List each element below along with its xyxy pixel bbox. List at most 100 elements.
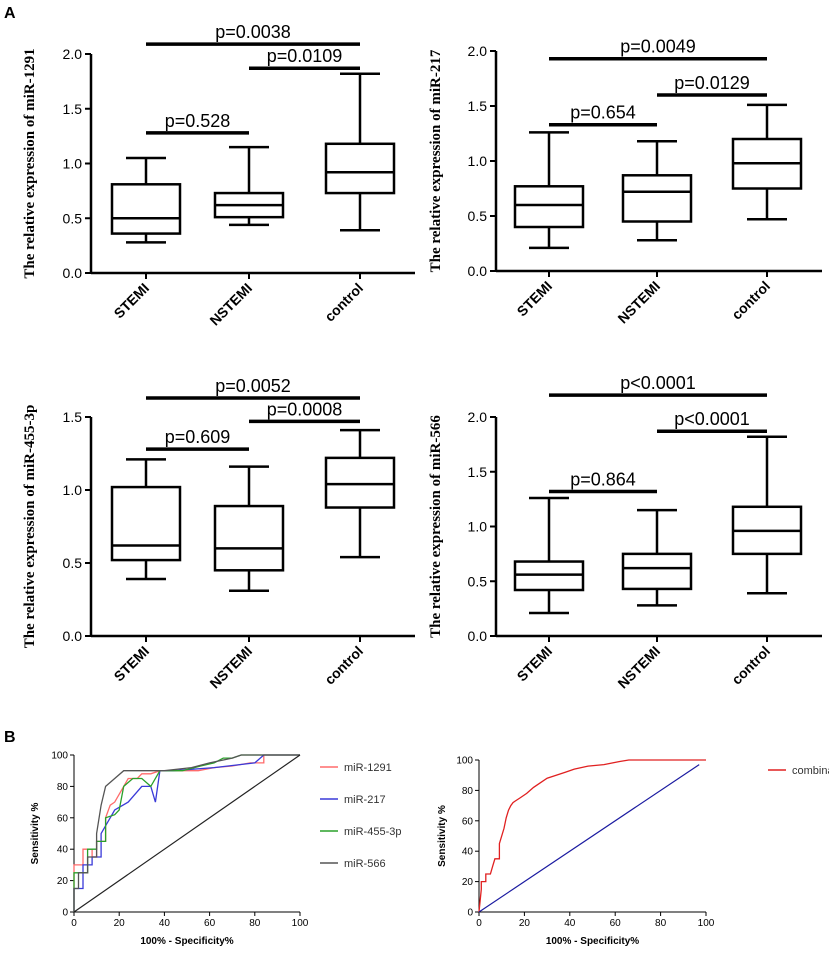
boxplot-panel-4: 0.0 0.5 1.0 1.5 2.0 The relative expression o… bbox=[428, 373, 822, 692]
legend-label: miR-217 bbox=[344, 794, 386, 806]
p-value-label: p=0.528 bbox=[165, 111, 231, 131]
p-value-label: p=0.0052 bbox=[215, 376, 291, 396]
box-control bbox=[731, 435, 803, 595]
x-tick-label: 40 bbox=[564, 918, 576, 929]
y-tick-label: 2.0 bbox=[468, 409, 488, 425]
legend-label: miR-566 bbox=[344, 858, 386, 870]
y-tick-label: 40 bbox=[462, 847, 474, 858]
y-tick-label: 0.5 bbox=[468, 208, 488, 224]
x-tick-label: 100 bbox=[292, 918, 309, 929]
y-tick-label: 80 bbox=[57, 782, 69, 793]
y-tick-label: 0.5 bbox=[63, 555, 83, 571]
y-tick-label: 80 bbox=[462, 786, 474, 797]
y-tick-label: 0.0 bbox=[468, 263, 488, 279]
box-nstemi bbox=[213, 145, 285, 227]
y-tick-label: 0 bbox=[467, 908, 473, 919]
legend-item: combination bbox=[768, 765, 829, 777]
box-iqr bbox=[621, 174, 693, 223]
x-tick-label: 0 bbox=[476, 918, 482, 929]
y-tick-label: 60 bbox=[462, 816, 474, 827]
box-nstemi bbox=[621, 139, 693, 242]
y-tick-label: 100 bbox=[456, 756, 473, 767]
category-label: NSTEMI bbox=[614, 278, 663, 327]
box-control bbox=[324, 428, 396, 559]
p-value-label: p=0.0038 bbox=[215, 22, 291, 42]
p-value-label: p=0.654 bbox=[570, 103, 636, 123]
y-tick-label: 0 bbox=[62, 908, 68, 919]
box-iqr bbox=[324, 456, 396, 509]
box-iqr bbox=[110, 485, 182, 562]
y-tick-label: 20 bbox=[57, 876, 69, 887]
y-tick-label: 1.5 bbox=[468, 464, 488, 480]
category-label: STEMI bbox=[514, 643, 556, 685]
p-value-label: p<0.0001 bbox=[674, 409, 750, 429]
category-label: control bbox=[321, 280, 366, 325]
roc-panel-1: 0 20 40 60 80 100 0 20 40 60 80 100 100% - Specifici… bbox=[30, 751, 401, 948]
legend-label: combination bbox=[792, 765, 829, 777]
roc-curve-reference bbox=[478, 764, 700, 913]
category-label: STEMI bbox=[111, 280, 153, 322]
y-tick-label: 0.0 bbox=[468, 628, 488, 644]
y-axis-label: The relative expression of miR-455-3p bbox=[22, 405, 38, 649]
boxplot-panel-1: 0.0 0.5 1.0 1.5 2.0 The relative expression o… bbox=[22, 22, 415, 329]
category-label: NSTEMI bbox=[614, 643, 663, 692]
y-tick-label: 60 bbox=[57, 813, 69, 824]
y-axis-label: Sensitivity % bbox=[437, 805, 448, 867]
category-label: STEMI bbox=[111, 643, 153, 685]
y-tick-label: 100 bbox=[51, 751, 68, 762]
p-value-label: p<0.0001 bbox=[620, 373, 696, 393]
p-value-label: p=0.0008 bbox=[267, 399, 343, 419]
y-tick-label: 1.0 bbox=[63, 156, 83, 172]
y-tick-label: 1.0 bbox=[468, 153, 488, 169]
y-tick-label: 0.5 bbox=[63, 210, 83, 226]
category-label: NSTEMI bbox=[206, 643, 255, 692]
y-tick-label: 1.5 bbox=[63, 409, 83, 425]
y-axis-label: The relative expression of miR-566 bbox=[428, 415, 444, 638]
box-control bbox=[731, 103, 803, 221]
p-value-label: p=0.0109 bbox=[267, 46, 343, 66]
x-tick-label: 60 bbox=[610, 918, 622, 929]
category-label: NSTEMI bbox=[206, 280, 255, 329]
x-tick-label: 80 bbox=[655, 918, 667, 929]
boxplot-panel-3: 0.0 0.5 1.0 1.5 The relative expression of m… bbox=[22, 376, 415, 692]
panel-label-b: B bbox=[4, 729, 16, 746]
box-nstemi bbox=[213, 465, 285, 592]
y-axis-label: The relative expression of miR-1291 bbox=[22, 48, 38, 278]
box-stemi bbox=[513, 131, 585, 250]
roc-curve-reference bbox=[73, 754, 301, 913]
legend-item: miR-217 bbox=[320, 794, 386, 806]
box-iqr bbox=[213, 504, 285, 572]
box-iqr bbox=[621, 552, 693, 591]
legend-label: miR-1291 bbox=[344, 762, 392, 774]
p-value-label: p=0.864 bbox=[570, 469, 636, 489]
category-label: control bbox=[321, 643, 366, 688]
x-tick-label: 0 bbox=[71, 918, 77, 929]
box-iqr bbox=[110, 183, 182, 235]
box-iqr bbox=[324, 142, 396, 195]
boxplot-panel-2: 0.0 0.5 1.0 1.5 2.0 The relative expression o… bbox=[428, 37, 822, 327]
x-tick-label: 60 bbox=[204, 918, 216, 929]
p-value-label: p=0.0129 bbox=[674, 73, 750, 93]
y-axis-label: The relative expression of miR-217 bbox=[428, 49, 444, 272]
box-stemi bbox=[513, 496, 585, 615]
roc-curve-combination bbox=[478, 759, 706, 913]
legend-item: miR-455-3p bbox=[320, 826, 401, 838]
x-axis-label: 100% - Specificity% bbox=[546, 936, 639, 947]
category-label: control bbox=[728, 278, 773, 323]
y-tick-label: 1.5 bbox=[468, 98, 488, 114]
y-tick-label: 0.0 bbox=[63, 628, 83, 644]
box-stemi bbox=[110, 458, 182, 581]
y-tick-label: 40 bbox=[57, 845, 69, 856]
box-iqr bbox=[513, 185, 585, 229]
roc-panel-2: 0 20 40 60 80 100 0 20 40 60 80 100 100% - Specifici… bbox=[437, 756, 829, 948]
x-tick-label: 20 bbox=[114, 918, 126, 929]
y-tick-label: 0.0 bbox=[63, 265, 83, 281]
box-control bbox=[324, 72, 396, 232]
panel-label-a: A bbox=[4, 5, 16, 22]
plots: 0.0 0.5 1.0 1.5 2.0 The relative expression o… bbox=[22, 22, 829, 947]
x-tick-label: 20 bbox=[519, 918, 531, 929]
p-value-label: p=0.0049 bbox=[620, 37, 696, 57]
y-tick-label: 1.5 bbox=[63, 101, 83, 117]
legend-label: miR-455-3p bbox=[344, 826, 401, 838]
